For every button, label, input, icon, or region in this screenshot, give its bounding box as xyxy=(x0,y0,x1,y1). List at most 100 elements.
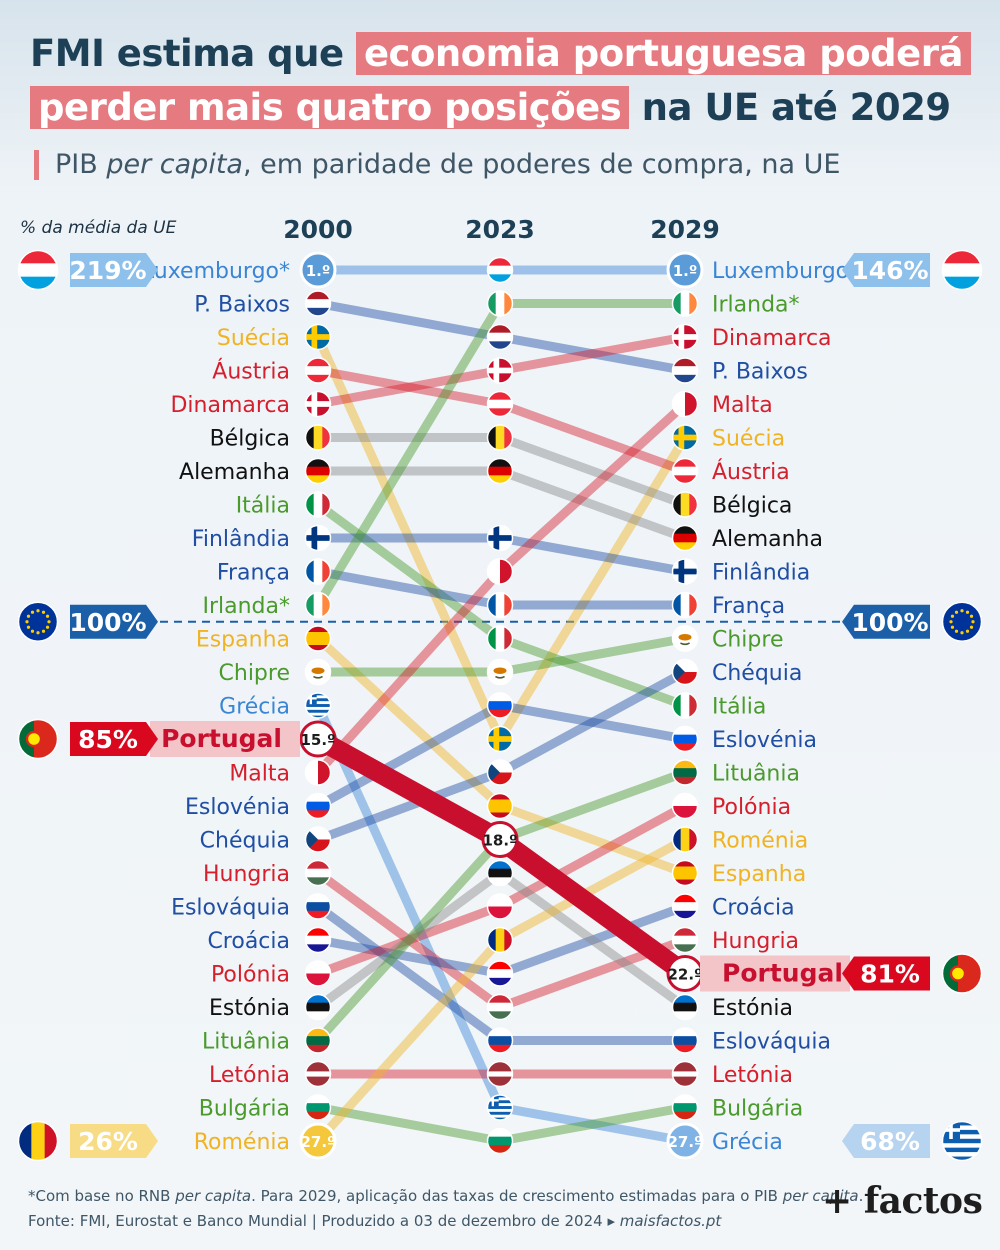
label-2029-Finlândia: Finlândia xyxy=(712,561,810,586)
rank-marker-label: 18.º xyxy=(482,832,517,850)
denmark-flag xyxy=(671,323,699,351)
label-2029-Espanha: Espanha xyxy=(712,862,806,887)
label-2000-Suécia: Suécia xyxy=(217,326,290,351)
rank-marker-circle xyxy=(299,720,337,758)
rank-marker-2029-22: 22.º xyxy=(666,955,704,992)
cyprus-flag xyxy=(671,625,699,652)
left-axis-label: % da média da UE xyxy=(20,218,177,238)
label-2029-Alemanha: Alemanha xyxy=(712,527,823,552)
subtitle-pre: PIB xyxy=(55,149,107,180)
rank-marker-circle xyxy=(666,251,704,289)
label-2000-Áustria: Áustria xyxy=(212,359,290,385)
cyprus-flag xyxy=(486,658,514,686)
spain-flag xyxy=(486,792,514,820)
left-value-219%: 219% xyxy=(69,253,158,287)
right-value-146%: 146% xyxy=(842,253,930,287)
value-tag-shape xyxy=(842,1124,930,1158)
subtitle: PIB per capita, em paridade de poderes d… xyxy=(34,150,840,180)
romania-flag xyxy=(17,1120,59,1162)
label-2000-Polónia: Polónia xyxy=(211,963,290,988)
latvia-flag xyxy=(304,1060,332,1088)
rank-marker-2029-27: 27.º xyxy=(666,1122,704,1160)
luxembourg-flag xyxy=(17,249,59,291)
netherlands-flag xyxy=(304,290,332,317)
rank-marker-circle xyxy=(299,251,337,289)
right-value-68%: 68% xyxy=(842,1124,930,1158)
column-header-2023: 2023 xyxy=(465,215,535,244)
label-2029-Croácia: Croácia xyxy=(712,896,795,921)
malta-flag xyxy=(486,558,514,585)
germany-flag xyxy=(671,524,699,552)
label-2029-Chéquia: Chéquia xyxy=(712,661,802,686)
label-2000-Croácia: Croácia xyxy=(207,929,290,954)
romania-flag xyxy=(486,926,514,954)
spain-flag xyxy=(304,625,332,652)
croatia-flag xyxy=(671,893,699,920)
value-tag-label: 85% xyxy=(78,725,138,754)
denmark-flag xyxy=(304,390,332,418)
value-tag-shape xyxy=(70,604,158,639)
label-2029-Hungria: Hungria xyxy=(712,929,799,954)
lithuania-flag xyxy=(304,1027,332,1054)
title-part-2: na UE até 2029 xyxy=(641,86,952,129)
greece-flag xyxy=(304,692,332,719)
title-part-1: FMI estima que xyxy=(30,32,344,75)
label-2000-Chéquia: Chéquia xyxy=(200,829,290,854)
germany-flag xyxy=(486,457,514,485)
croatia-flag xyxy=(304,926,332,954)
label-2029-Chipre: Chipre xyxy=(712,628,783,653)
source-text: Fonte: FMI, Eurostat e Banco Mundial | P… xyxy=(28,1212,620,1230)
subtitle-post: , em paridade de poderes de compra, na U… xyxy=(242,149,841,180)
france-flag xyxy=(304,558,332,585)
label-2000-Bulgária: Bulgária xyxy=(199,1097,290,1122)
slovenia-flag xyxy=(671,725,699,753)
left-value-85%: 85% xyxy=(70,722,158,756)
brand-logo: + factos xyxy=(822,1180,983,1222)
value-tag-shape xyxy=(70,722,158,756)
label-2029-Eslováquia: Eslováquia xyxy=(712,1030,831,1055)
label-2029-Áustria: Áustria xyxy=(712,459,790,485)
lithuania-flag xyxy=(671,759,699,786)
greece-flag xyxy=(941,1120,983,1162)
label-2000-Portugal: Portugal xyxy=(161,724,282,753)
label-2000-Grécia: Grécia xyxy=(219,695,290,720)
label-2000-Roménia: Roménia xyxy=(194,1130,290,1155)
latvia-flag xyxy=(486,1060,514,1088)
value-tag-label: 26% xyxy=(78,1127,138,1156)
label-2029-Letónia: Letónia xyxy=(712,1063,793,1088)
label-2029-Roménia: Roménia xyxy=(712,829,808,854)
subtitle-italic: per capita xyxy=(106,149,243,180)
label-2029-Polónia: Polónia xyxy=(712,795,791,820)
rank-marker-2000-1: 1.º xyxy=(299,251,337,289)
austria-flag xyxy=(304,357,332,384)
source-link[interactable]: maisfactos.pt xyxy=(619,1212,722,1230)
belgium-flag xyxy=(486,424,514,451)
label-2000-Luxemburgo*: Luxemburgo* xyxy=(142,259,290,284)
label-2000-Bélgica: Bélgica xyxy=(210,427,290,452)
footnote: *Com base no RNB per capita. Para 2029, … xyxy=(28,1187,863,1205)
label-2000-França: França xyxy=(217,561,290,586)
rank-marker-circle xyxy=(299,1122,337,1160)
poland-flag xyxy=(304,960,332,987)
italy-flag xyxy=(486,625,514,652)
label-2000-Alemanha: Alemanha xyxy=(179,460,290,485)
page-title: FMI estima que economia portuguesa poder… xyxy=(30,28,971,136)
italy-flag xyxy=(304,491,332,518)
greece-flag xyxy=(486,1094,514,1121)
estonia-flag xyxy=(304,993,332,1021)
label-2029-Itália: Itália xyxy=(712,695,766,720)
footnote-italic-1: per capita xyxy=(175,1187,252,1205)
title-highlight-1: economia portuguesa poderá xyxy=(355,32,971,75)
label-2029-Bulgária: Bulgária xyxy=(712,1097,803,1122)
eu-average-left-tag: 100% xyxy=(69,604,158,639)
label-2029-Malta: Malta xyxy=(712,393,773,418)
label-2000-Finlândia: Finlândia xyxy=(192,527,290,552)
france-flag xyxy=(671,591,699,619)
italy-flag xyxy=(671,692,699,719)
rank-marker-2000-15: 15.º xyxy=(299,720,337,758)
ireland-flag xyxy=(304,591,332,619)
value-tag-label: 81% xyxy=(860,960,920,989)
column-header-2000: 2000 xyxy=(283,215,353,244)
value-tag-label: 100% xyxy=(851,608,928,637)
